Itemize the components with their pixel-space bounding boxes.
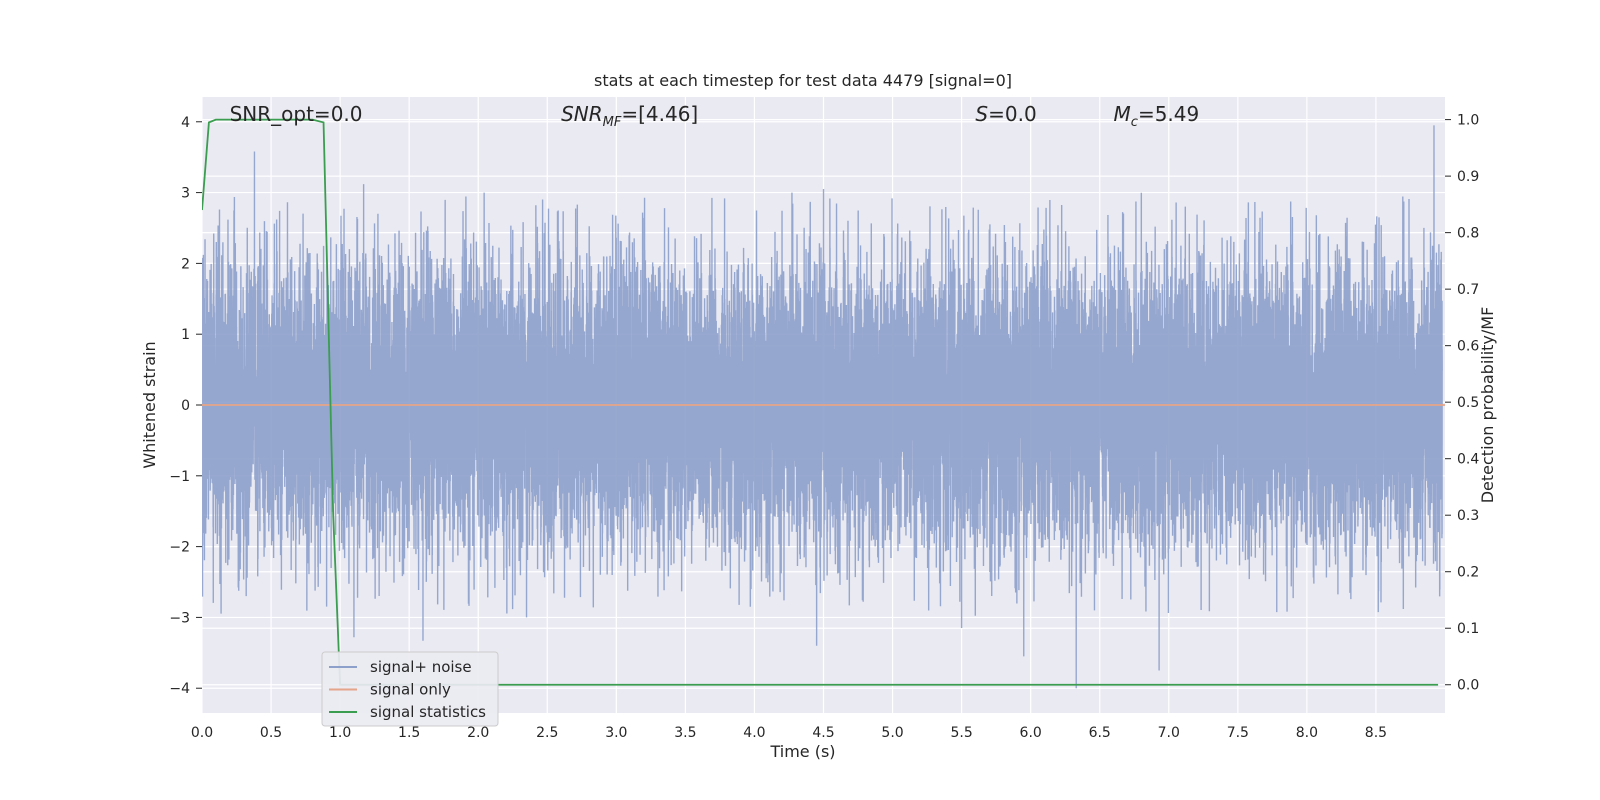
legend-entry: signal+ noise: [370, 658, 472, 676]
y-tick-label: 1: [181, 327, 190, 343]
legend-box: [321, 651, 499, 727]
x-tick-label: 6.5: [1089, 725, 1111, 741]
y-tick-label: −1: [169, 469, 190, 485]
annotation-text: Mc=5.49: [1114, 102, 1200, 130]
legend: signal+ noise signal only signal statistic…: [321, 651, 499, 727]
legend-entry: signal statistics: [370, 703, 486, 721]
right-y-tick-label: 0.6: [1457, 339, 1479, 355]
x-tick-label: 2.0: [467, 725, 489, 741]
y-tick-label: −3: [169, 610, 190, 626]
right-y-tick-label: 0.9: [1457, 169, 1479, 185]
x-tick-label: 7.5: [1227, 725, 1249, 741]
y-tick-label: 0: [181, 398, 190, 414]
x-tick-label: 4.0: [743, 725, 765, 741]
right-y-tick-label: 0.3: [1457, 508, 1479, 524]
right-y-tick-label: 0.7: [1457, 282, 1479, 298]
annotation-text: SNRMF=[4.46]: [561, 102, 698, 130]
x-tick-label: 1.0: [329, 725, 351, 741]
x-tick-label: 0.5: [260, 725, 282, 741]
chart-title: stats at each timestep for test data 447…: [594, 71, 1012, 90]
x-tick-label: 5.5: [950, 725, 972, 741]
right-y-tick-label: 0.5: [1457, 395, 1479, 411]
right-y-tick-label: 1.0: [1457, 113, 1479, 129]
y-tick-labels: −4 −3 −2 −1 0 1 2 3 4: [169, 115, 202, 697]
x-tick-label: 1.5: [398, 725, 420, 741]
x-tick-label: 3.5: [674, 725, 696, 741]
series-line-signal-noise: [202, 125, 1443, 689]
annotation-text: S=0.0: [975, 102, 1036, 126]
right-y-axis-label: Detection probability/MF: [1478, 307, 1497, 504]
x-tick-label: 4.5: [812, 725, 834, 741]
x-tick-label: 6.0: [1020, 725, 1042, 741]
annotation-text: SNR_opt=0.0: [230, 102, 363, 126]
right-y-tick-label: 0.0: [1457, 678, 1479, 694]
right-y-tick-labels: 0.0 0.1 0.2 0.3 0.4 0.5 0.6 0.7 0.8 0.9 1.0: [1445, 113, 1479, 694]
y-tick-label: 3: [181, 186, 190, 202]
x-tick-labels: 0.0 0.5 1.0 1.5 2.0 2.5 3.0 3.5 4.0 4.5 5.0 5.5 6.0 6…: [191, 725, 1387, 741]
legend-entry: signal only: [370, 681, 451, 699]
right-y-tick-label: 0.4: [1457, 452, 1479, 468]
y-tick-label: −4: [169, 681, 190, 697]
x-tick-label: 3.0: [605, 725, 627, 741]
y-tick-label: 4: [181, 115, 190, 131]
y-axis-label: Whitened strain: [140, 341, 159, 468]
x-tick-label: 2.5: [536, 725, 558, 741]
x-tick-label: 5.0: [881, 725, 903, 741]
y-tick-label: −2: [169, 540, 190, 556]
x-tick-label: 0.0: [191, 725, 213, 741]
x-tick-label: 8.0: [1296, 725, 1318, 741]
right-y-tick-label: 0.2: [1457, 565, 1479, 581]
x-tick-label: 8.5: [1365, 725, 1387, 741]
right-y-tick-label: 0.8: [1457, 226, 1479, 242]
y-tick-label: 2: [181, 256, 190, 272]
series-line-signal-statistics: [202, 118, 1439, 686]
x-axis-label: Time (s): [769, 742, 835, 761]
annotations: SNR_opt=0.0 SNRMF=[4.46] S=0.0 Mc=5.49: [230, 102, 1200, 130]
right-y-tick-label: 0.1: [1457, 621, 1479, 637]
series-layer: [202, 118, 1445, 689]
x-tick-label: 7.0: [1158, 725, 1180, 741]
